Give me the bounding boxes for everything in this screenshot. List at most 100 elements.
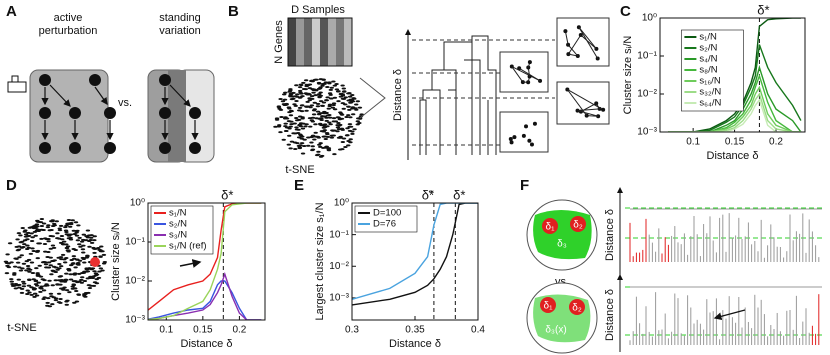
dot [21,285,27,288]
dot [75,239,81,242]
dot [289,109,294,112]
dot [327,104,332,107]
dot [330,129,336,132]
node [532,121,537,126]
dot [73,266,78,269]
dot [311,109,317,112]
dot [92,251,97,254]
dot [316,136,321,139]
dot [324,119,329,122]
dot [101,262,107,265]
dot [99,245,104,248]
x-axis-label: Distance δ [181,338,233,350]
dot [101,253,107,256]
dot [345,127,350,130]
dot [297,96,303,99]
dot [60,253,66,256]
dot [51,246,57,249]
dot [30,247,35,250]
dot [21,282,27,285]
arrow-shape [359,77,386,119]
dot [64,230,69,233]
dot [17,256,22,259]
dot [327,92,333,95]
dot [38,290,43,293]
dot [297,109,302,112]
dot [73,221,79,224]
dot [47,305,53,308]
dot [297,146,303,149]
dot [313,94,318,97]
dot [40,261,46,264]
dot [346,114,351,117]
legend-label: s₄/N [699,54,717,65]
dot [76,293,82,296]
dot [10,282,15,285]
dot [315,105,321,108]
node [508,137,513,142]
dot [22,230,27,233]
dot [334,88,340,91]
dot [32,295,37,298]
dot [330,106,336,109]
dot [57,267,62,270]
y-tick-label: 10⁰ [642,13,657,24]
y-tick-label: 10⁻³ [329,293,349,304]
dot [19,246,25,249]
legend-label: s₁₆/N [699,76,720,87]
dot [328,88,334,91]
dot [323,81,328,84]
dot [80,256,86,259]
dot [280,100,286,103]
dot [46,266,52,269]
dot [328,93,333,96]
series-line [668,18,801,132]
y-tick-label: 10⁰ [334,198,349,209]
panel-label: E [294,177,304,194]
dot [293,148,298,151]
dot [355,100,361,103]
dot [32,230,38,233]
edge [567,34,582,55]
dot [55,232,60,235]
network-boxes [499,17,610,153]
node [527,138,532,143]
legend-label: s₁/N (ref) [169,241,207,252]
dot [67,225,73,228]
legend-label: s₂/N [169,219,187,230]
dot [340,84,345,87]
caption: D Samples [291,4,345,16]
series-line [668,73,801,132]
dot [294,119,300,122]
dot [76,224,81,227]
dot [94,278,99,281]
dot [66,269,72,272]
dot [32,292,38,295]
dot [13,287,19,290]
dot [319,124,324,127]
dot [298,91,303,94]
dot [88,238,94,241]
dot [277,107,282,110]
dot [278,98,283,101]
series-line [352,203,478,306]
dot [30,271,36,274]
edge [566,89,588,116]
dot [33,234,38,237]
dot [9,278,14,281]
dot [50,244,56,247]
dot [274,117,280,120]
dot [71,229,77,232]
dot [65,245,71,248]
dot [309,95,315,98]
y-axis-label: Largest cluster size s₁/N [314,202,326,320]
x-tick-label: 0.15 [725,137,745,148]
dot [281,138,286,141]
dot [89,268,94,271]
dot [36,220,41,223]
dot [50,219,55,222]
dot [45,226,51,229]
dot [26,258,32,261]
dot [51,265,57,268]
dot [26,284,32,287]
